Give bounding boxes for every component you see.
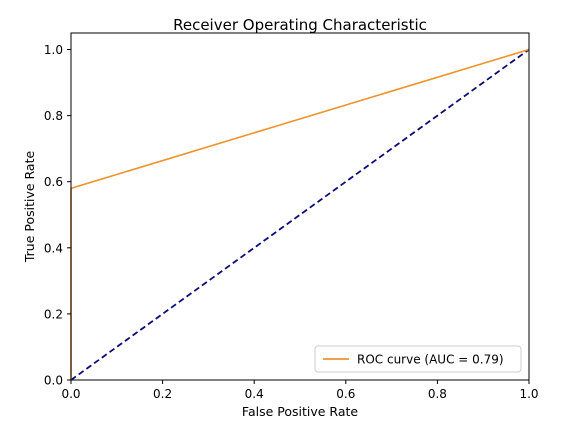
x-tick-label: 0.6 bbox=[336, 387, 355, 401]
chart-title: Receiver Operating Characteristic bbox=[173, 16, 427, 34]
plot-frame bbox=[70, 32, 530, 381]
x-axis-label: False Positive Rate bbox=[242, 404, 358, 419]
y-tick-label: 0.4 bbox=[44, 241, 63, 255]
y-axis-label: True Positive Rate bbox=[22, 151, 37, 264]
x-tick-label: 0.4 bbox=[245, 387, 264, 401]
chance-line bbox=[70, 48, 530, 381]
y-tick-label: 0.0 bbox=[44, 374, 63, 388]
plot-area bbox=[70, 48, 530, 381]
legend: ROC curve (AUC = 0.79) bbox=[314, 345, 522, 373]
y-tick-label: 0.8 bbox=[44, 109, 63, 123]
x-tick-label: 0.8 bbox=[428, 387, 447, 401]
legend-box bbox=[314, 345, 522, 373]
y-tick-label: 1.0 bbox=[44, 43, 63, 57]
x-tick-label: 0.2 bbox=[153, 387, 172, 401]
x-tick-label: 0.0 bbox=[61, 387, 80, 401]
legend-label: ROC curve (AUC = 0.79) bbox=[357, 353, 504, 367]
y-tick-label: 0.6 bbox=[44, 175, 63, 189]
axis-ticks: 0.0 0.2 0.4 0.6 0.8 1.0 0.0 0.2 0.4 0.6 0.8 1.0 bbox=[44, 43, 539, 401]
y-tick-label: 0.2 bbox=[44, 307, 63, 321]
x-tick-label: 1.0 bbox=[519, 387, 538, 401]
